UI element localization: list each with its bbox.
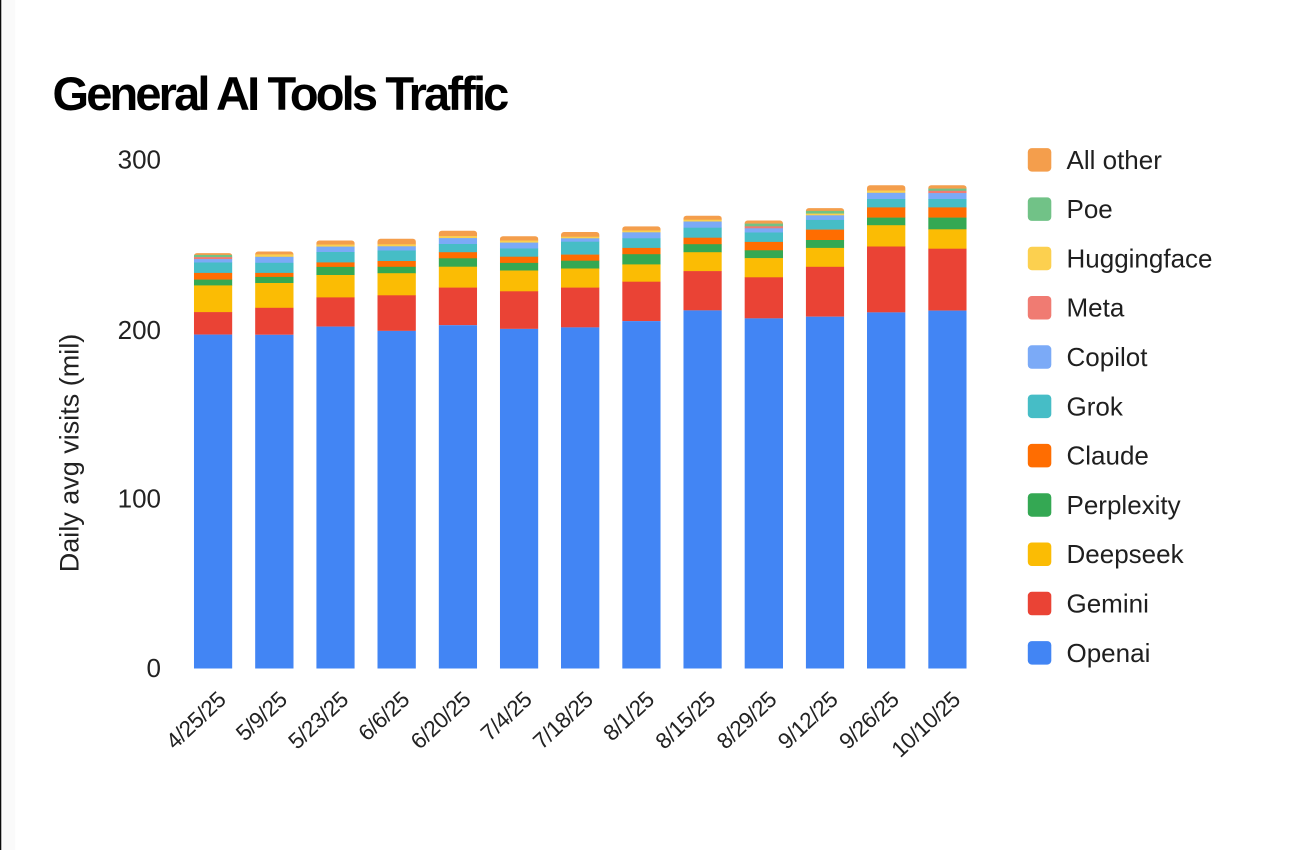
svg-text:300: 300 [118, 144, 161, 174]
svg-text:100: 100 [118, 484, 161, 514]
svg-text:Grok: Grok [1067, 391, 1124, 421]
svg-text:Gemini: Gemini [1067, 589, 1149, 619]
svg-text:Huggingface: Huggingface [1067, 243, 1213, 273]
svg-text:Poe: Poe [1067, 194, 1113, 224]
svg-text:General AI Tools Traffic: General AI Tools Traffic [53, 67, 509, 120]
svg-text:Claude: Claude [1067, 441, 1149, 471]
svg-text:All other: All other [1067, 145, 1163, 175]
svg-text:Perplexity: Perplexity [1067, 490, 1181, 520]
svg-text:Copilot: Copilot [1067, 342, 1149, 372]
svg-text:Openai: Openai [1067, 638, 1151, 668]
svg-text:0: 0 [147, 653, 161, 683]
svg-text:Deepseek: Deepseek [1067, 539, 1185, 569]
svg-text:Meta: Meta [1067, 293, 1125, 323]
svg-text:200: 200 [118, 315, 161, 345]
svg-text:Daily avg visits (mil): Daily avg visits (mil) [55, 334, 85, 573]
